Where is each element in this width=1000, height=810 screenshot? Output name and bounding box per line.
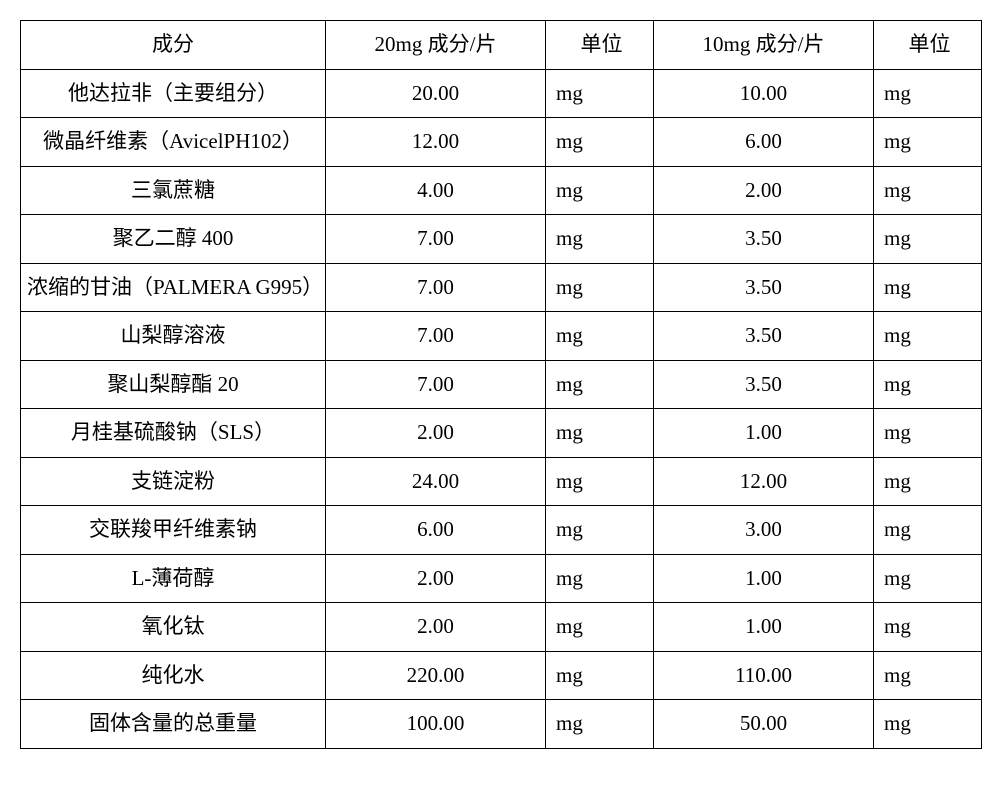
cell-ingredient: 交联羧甲纤维素钠 — [21, 506, 326, 555]
formulation-table: 成分 20mg 成分/片 单位 10mg 成分/片 单位 他达拉非（主要组分） … — [20, 20, 982, 749]
cell-val10: 12.00 — [654, 457, 874, 506]
cell-val20: 2.00 — [326, 409, 546, 458]
cell-unit20: mg — [546, 263, 654, 312]
cell-unit20: mg — [546, 506, 654, 555]
cell-unit20: mg — [546, 166, 654, 215]
cell-val10: 1.00 — [654, 554, 874, 603]
cell-unit20: mg — [546, 118, 654, 167]
cell-ingredient: 固体含量的总重量 — [21, 700, 326, 749]
cell-unit20: mg — [546, 603, 654, 652]
cell-ingredient: 微晶纤维素（AvicelPH102） — [21, 118, 326, 167]
table-row: 浓缩的甘油（PALMERA G995） 7.00 mg 3.50 mg — [21, 263, 982, 312]
cell-ingredient: 纯化水 — [21, 651, 326, 700]
cell-unit10: mg — [874, 215, 982, 264]
cell-val20: 12.00 — [326, 118, 546, 167]
cell-val20: 7.00 — [326, 360, 546, 409]
cell-val20: 7.00 — [326, 263, 546, 312]
cell-val20: 6.00 — [326, 506, 546, 555]
col-header-unit-20: 单位 — [546, 21, 654, 70]
cell-unit20: mg — [546, 312, 654, 361]
col-header-10mg: 10mg 成分/片 — [654, 21, 874, 70]
table-body: 他达拉非（主要组分） 20.00 mg 10.00 mg 微晶纤维素（Avice… — [21, 69, 982, 748]
table-row: 月桂基硫酸钠（SLS） 2.00 mg 1.00 mg — [21, 409, 982, 458]
table-row: 固体含量的总重量 100.00 mg 50.00 mg — [21, 700, 982, 749]
cell-val20: 24.00 — [326, 457, 546, 506]
table-row: L-薄荷醇 2.00 mg 1.00 mg — [21, 554, 982, 603]
cell-val10: 1.00 — [654, 603, 874, 652]
cell-ingredient: 聚山梨醇酯 20 — [21, 360, 326, 409]
cell-unit10: mg — [874, 506, 982, 555]
cell-val20: 7.00 — [326, 215, 546, 264]
cell-unit20: mg — [546, 700, 654, 749]
cell-unit10: mg — [874, 69, 982, 118]
table-row: 支链淀粉 24.00 mg 12.00 mg — [21, 457, 982, 506]
cell-val10: 50.00 — [654, 700, 874, 749]
cell-unit10: mg — [874, 554, 982, 603]
cell-val10: 10.00 — [654, 69, 874, 118]
table-row: 山梨醇溶液 7.00 mg 3.50 mg — [21, 312, 982, 361]
cell-ingredient: 山梨醇溶液 — [21, 312, 326, 361]
cell-val20: 7.00 — [326, 312, 546, 361]
cell-val20: 2.00 — [326, 554, 546, 603]
cell-val10: 2.00 — [654, 166, 874, 215]
cell-unit10: mg — [874, 118, 982, 167]
table-row: 他达拉非（主要组分） 20.00 mg 10.00 mg — [21, 69, 982, 118]
cell-ingredient: 他达拉非（主要组分） — [21, 69, 326, 118]
cell-unit10: mg — [874, 700, 982, 749]
cell-ingredient: 浓缩的甘油（PALMERA G995） — [21, 263, 326, 312]
cell-val20: 220.00 — [326, 651, 546, 700]
cell-val10: 3.00 — [654, 506, 874, 555]
cell-unit10: mg — [874, 263, 982, 312]
cell-unit10: mg — [874, 312, 982, 361]
table-row: 氧化钛 2.00 mg 1.00 mg — [21, 603, 982, 652]
cell-ingredient: 聚乙二醇 400 — [21, 215, 326, 264]
col-header-ingredient: 成分 — [21, 21, 326, 70]
cell-val10: 1.00 — [654, 409, 874, 458]
cell-unit10: mg — [874, 166, 982, 215]
cell-ingredient: 月桂基硫酸钠（SLS） — [21, 409, 326, 458]
cell-unit20: mg — [546, 457, 654, 506]
cell-val20: 2.00 — [326, 603, 546, 652]
cell-unit20: mg — [546, 554, 654, 603]
table-row: 微晶纤维素（AvicelPH102） 12.00 mg 6.00 mg — [21, 118, 982, 167]
cell-unit20: mg — [546, 360, 654, 409]
cell-ingredient: 氧化钛 — [21, 603, 326, 652]
cell-val20: 4.00 — [326, 166, 546, 215]
cell-val20: 20.00 — [326, 69, 546, 118]
cell-unit10: mg — [874, 457, 982, 506]
table-header-row: 成分 20mg 成分/片 单位 10mg 成分/片 单位 — [21, 21, 982, 70]
table-row: 聚乙二醇 400 7.00 mg 3.50 mg — [21, 215, 982, 264]
cell-unit20: mg — [546, 409, 654, 458]
cell-unit10: mg — [874, 603, 982, 652]
cell-val10: 3.50 — [654, 360, 874, 409]
cell-val10: 6.00 — [654, 118, 874, 167]
table-row: 交联羧甲纤维素钠 6.00 mg 3.00 mg — [21, 506, 982, 555]
cell-unit10: mg — [874, 409, 982, 458]
cell-val10: 3.50 — [654, 215, 874, 264]
table-row: 聚山梨醇酯 20 7.00 mg 3.50 mg — [21, 360, 982, 409]
cell-val20: 100.00 — [326, 700, 546, 749]
cell-ingredient: L-薄荷醇 — [21, 554, 326, 603]
col-header-unit-10: 单位 — [874, 21, 982, 70]
table-row: 纯化水 220.00 mg 110.00 mg — [21, 651, 982, 700]
cell-unit20: mg — [546, 69, 654, 118]
table-row: 三氯蔗糖 4.00 mg 2.00 mg — [21, 166, 982, 215]
cell-unit10: mg — [874, 360, 982, 409]
cell-val10: 110.00 — [654, 651, 874, 700]
col-header-20mg: 20mg 成分/片 — [326, 21, 546, 70]
cell-unit20: mg — [546, 651, 654, 700]
cell-unit10: mg — [874, 651, 982, 700]
cell-ingredient: 支链淀粉 — [21, 457, 326, 506]
cell-ingredient: 三氯蔗糖 — [21, 166, 326, 215]
cell-val10: 3.50 — [654, 312, 874, 361]
cell-val10: 3.50 — [654, 263, 874, 312]
cell-unit20: mg — [546, 215, 654, 264]
